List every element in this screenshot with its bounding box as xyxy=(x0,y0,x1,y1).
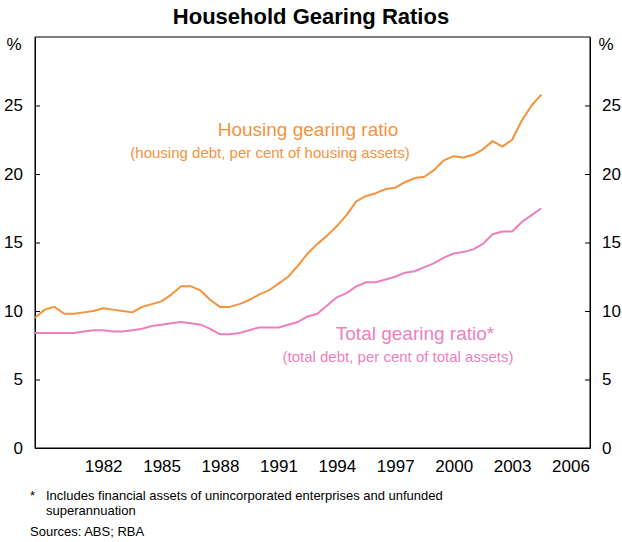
tick-mark xyxy=(35,106,40,107)
tick-label: 2000 xyxy=(435,457,473,476)
tick: 1997 xyxy=(377,448,415,476)
tick: 2003 xyxy=(494,448,532,476)
tick-label: 5 xyxy=(602,370,611,389)
footnote: Includes financial assets of unincorpora… xyxy=(46,488,443,503)
tick-label: 15 xyxy=(4,233,23,252)
title: Household Gearing Ratios xyxy=(173,4,449,29)
series-lines xyxy=(35,95,541,335)
tick-mark xyxy=(585,243,590,244)
tick: 2006 xyxy=(552,448,590,476)
series-line xyxy=(35,208,541,334)
tick-label: 20 xyxy=(602,165,621,184)
x-axis: 1982 1985 1988 1991 1994 1997 2000 2003 2006 xyxy=(36,448,591,476)
tick-mark xyxy=(35,243,40,244)
tick-label: 25 xyxy=(4,96,23,115)
tick-label: 10 xyxy=(602,302,621,321)
tick-mark xyxy=(585,174,590,175)
tick: 1988 xyxy=(202,448,240,476)
series-annotation: (total debt, per cent of total assets) xyxy=(283,348,514,365)
tick-label: 0 xyxy=(602,439,611,458)
tick-label: 1982 xyxy=(85,457,123,476)
tick: 15 xyxy=(4,233,40,252)
tick-mark xyxy=(585,311,590,312)
series-label: Housing gearing ratio xyxy=(218,119,399,140)
tick-label: 0 xyxy=(14,439,23,458)
y-unit-right: % xyxy=(598,35,613,54)
tick: 5 xyxy=(14,370,40,389)
y-axis-left: 0 5 10 15 20 25 xyxy=(4,38,40,458)
axis-line xyxy=(590,38,591,449)
series-line xyxy=(35,95,541,318)
footnote-marker: * xyxy=(30,488,35,503)
tick: 20 xyxy=(4,165,40,184)
tick: 25 xyxy=(4,96,40,115)
tick-label: 10 xyxy=(4,302,23,321)
tick: 1994 xyxy=(318,448,356,476)
footnote: superannuation xyxy=(46,503,136,518)
tick: 15 xyxy=(585,233,621,252)
tick-label: 2006 xyxy=(552,457,590,476)
series-label: Total gearing ratio* xyxy=(336,323,495,344)
tick-mark xyxy=(35,311,40,312)
tick-label: 1994 xyxy=(318,457,356,476)
tick-label: 20 xyxy=(4,165,23,184)
tick-label: 25 xyxy=(602,96,621,115)
tick-label: 1988 xyxy=(202,457,240,476)
tick: 25 xyxy=(585,96,621,115)
tick-label: 1997 xyxy=(377,457,415,476)
tick-label: 1991 xyxy=(260,457,298,476)
tick: 10 xyxy=(585,302,621,321)
y-axis-right: 0 5 10 15 20 25 xyxy=(585,38,621,458)
chart: Household Gearing Ratios%% 0 5 10 15 20 25 0 5 10… xyxy=(0,0,622,542)
tick: 1991 xyxy=(260,448,298,476)
tick: 2000 xyxy=(435,448,473,476)
tick-label: 1985 xyxy=(143,457,181,476)
series-annotation: (housing debt, per cent of housing asset… xyxy=(130,144,409,161)
tick-mark xyxy=(35,174,40,175)
tick-mark xyxy=(585,380,590,381)
axis-line xyxy=(36,448,591,449)
plot-frame xyxy=(35,37,590,448)
tick: 1985 xyxy=(143,448,181,476)
tick-label: 5 xyxy=(14,370,23,389)
tick-mark xyxy=(35,380,40,381)
tick: 5 xyxy=(585,370,611,389)
tick-mark xyxy=(585,106,590,107)
tick: 10 xyxy=(4,302,40,321)
tick: 20 xyxy=(585,165,621,184)
tick-label: 15 xyxy=(602,233,621,252)
source: Sources: ABS; RBA xyxy=(30,524,144,539)
tick-label: 2003 xyxy=(494,457,532,476)
tick: 1982 xyxy=(85,448,123,476)
y-unit-left: % xyxy=(6,35,21,54)
